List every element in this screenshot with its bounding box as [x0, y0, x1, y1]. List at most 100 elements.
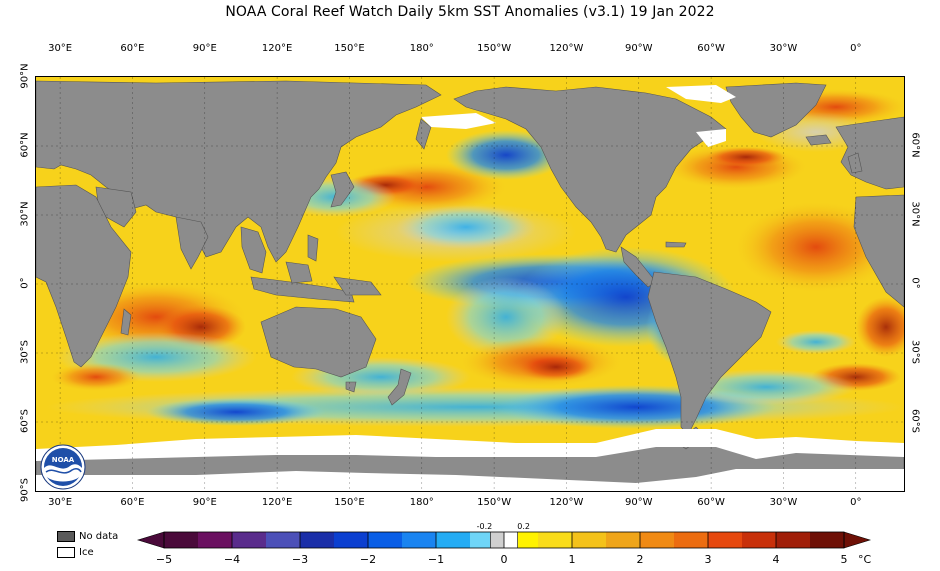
latitude-label-right: 30°S	[909, 339, 921, 365]
longitude-label: 120°W	[549, 43, 584, 54]
colorbar-tick-label: 0	[500, 553, 508, 566]
noaa-logo-text: NOAA	[52, 456, 75, 464]
longitude-label: 30°E	[48, 497, 73, 508]
latitude-label-left: 60°N	[19, 132, 31, 158]
africa	[36, 184, 132, 368]
colorbar-tick-label: −5	[155, 553, 173, 566]
longitude-label: 30°E	[48, 43, 73, 54]
colorbar-segment	[300, 532, 334, 548]
philippines	[307, 234, 319, 262]
uk	[847, 152, 863, 174]
legend-swatch	[57, 530, 75, 542]
colorbar-segment	[538, 532, 572, 548]
noaa-logo: NOAA	[40, 444, 86, 490]
borneo	[285, 261, 313, 284]
latitude-label-right: 60°N	[909, 132, 921, 158]
legend-key-label: Ice	[79, 546, 94, 558]
longitude-label: 120°E	[261, 497, 293, 508]
colorbar-segment	[640, 532, 674, 548]
latitude-label-left: 0°	[19, 277, 31, 289]
kamchatka	[415, 118, 432, 150]
longitude-label: 60°W	[697, 43, 725, 54]
india	[175, 216, 209, 270]
legend-key-label: No data	[79, 530, 119, 542]
greenland	[725, 82, 827, 138]
colorbar-segment	[810, 532, 844, 548]
japan	[330, 171, 355, 208]
longitude-labels-top: 30°E 60°E 90°E 120°E 150°E 180° 150°W 120°W 90°W…	[35, 43, 905, 57]
graticule	[36, 77, 904, 491]
colorbar-segment	[674, 532, 708, 548]
latitude-label-left: 60°S	[19, 408, 31, 434]
colorbar-tick-label: −2	[359, 553, 377, 566]
colorbar-tick-label: 4	[772, 553, 780, 566]
colorbar-segment	[436, 532, 470, 548]
colorbar-tick-label: −4	[223, 553, 241, 566]
map-title: NOAA Coral Reef Watch Daily 5km SST Anom…	[225, 4, 715, 20]
south-america	[647, 271, 772, 436]
latitude-label-left: 90°S	[19, 477, 31, 503]
colorbar-segment	[776, 532, 810, 548]
colorbar-unit: °C	[858, 553, 872, 566]
west-africa-east-edge	[853, 194, 904, 308]
colorbar-tick-label: 5	[840, 553, 848, 566]
australia	[260, 306, 377, 378]
colorbar-segment	[708, 532, 742, 548]
colorbar-segment	[164, 532, 198, 548]
colorbar-segment	[334, 532, 368, 548]
colorbar-segment	[232, 532, 266, 548]
longitude-label: 150°W	[477, 43, 512, 54]
colorbar-extend-low	[136, 531, 165, 549]
longitude-label: 0°	[850, 43, 862, 54]
colorbar-tick-label: −3	[291, 553, 309, 566]
colorbar-segment	[742, 532, 776, 548]
colorbar-minor-tick-label: 0.2	[517, 522, 530, 531]
eurasia	[36, 80, 442, 263]
colorbar-segment	[606, 532, 640, 548]
longitude-label: 120°E	[261, 43, 293, 54]
north-america	[453, 86, 727, 253]
latitude-label-right: 30°N	[909, 201, 921, 227]
legend-key: No data	[57, 529, 118, 543]
latitude-label-left: 30°S	[19, 339, 31, 365]
colorbar-tick-label: 2	[636, 553, 644, 566]
colorbar-tick-label: −1	[427, 553, 445, 566]
longitude-labels-bottom: 30°E 60°E 90°E 120°E 150°E 180° 150°W 120°W 90°W…	[35, 497, 905, 511]
longitude-label: 30°W	[769, 43, 798, 54]
longitude-label: 180°	[409, 497, 434, 508]
longitude-label: 90°W	[624, 497, 653, 508]
legend-keys: No data Ice	[57, 529, 118, 561]
sst-anomaly-map	[35, 76, 905, 492]
latitude-label-left: 30°N	[19, 201, 31, 227]
colorbar-segment	[402, 532, 436, 548]
longitude-label: 90°W	[624, 43, 653, 54]
ice-areas	[36, 85, 904, 491]
colorbar: −5 −4 −3 −2 −1 0 1 2 3 4 5 -0.2 0.2 °C	[136, 520, 876, 570]
longitude-label: 30°W	[769, 497, 798, 508]
colorbar-tick-label: 3	[704, 553, 712, 566]
longitude-label: 60°E	[120, 497, 145, 508]
longitude-label: 150°W	[477, 497, 512, 508]
longitude-label: 120°W	[549, 497, 584, 508]
longitude-label: 150°E	[334, 497, 365, 508]
caribbean-islands	[665, 241, 687, 248]
colorbar-segment	[517, 532, 538, 548]
longitude-label: 60°E	[120, 43, 145, 54]
colorbar-segment	[266, 532, 300, 548]
madagascar	[120, 308, 132, 336]
longitude-label: 180°	[409, 43, 434, 54]
colorbar-segment	[368, 532, 402, 548]
colorbar-tick-label: 1	[568, 553, 576, 566]
longitude-label: 60°W	[697, 497, 725, 508]
colorbar-segment	[572, 532, 606, 548]
longitude-label: 90°E	[192, 497, 217, 508]
legend-swatch	[57, 546, 75, 558]
indonesia	[250, 276, 355, 303]
longitude-label: 90°E	[192, 43, 217, 54]
colorbar-segment	[198, 532, 232, 548]
latitude-label-left: 90°N	[19, 63, 31, 89]
tasmania	[345, 381, 357, 393]
new-zealand	[387, 368, 412, 406]
longitude-label: 150°E	[334, 43, 365, 54]
latitude-labels-right: 60°N 30°N 0° 30°S 60°S	[908, 76, 922, 492]
